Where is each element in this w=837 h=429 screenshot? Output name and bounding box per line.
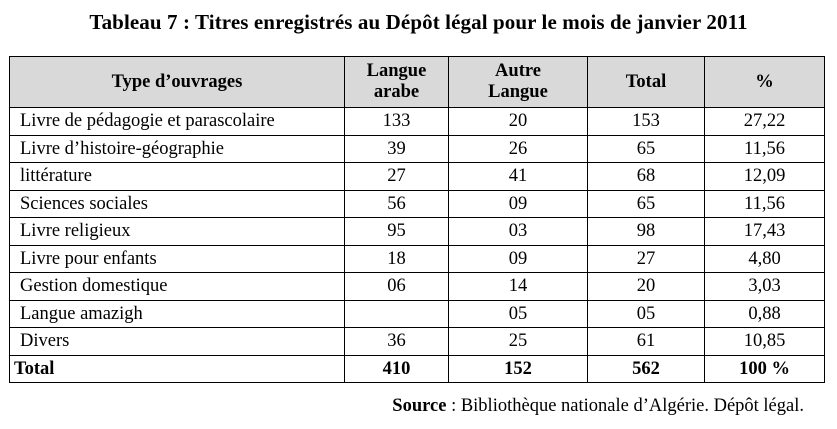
cell-type: Livre d’histoire-géographie: [9, 134, 345, 163]
header-langue-arabe-line1: Langue: [366, 61, 427, 81]
cell-percent: 11,56: [704, 134, 825, 163]
header-autre-langue-line1: Autre: [495, 61, 541, 81]
header-autre-langue-line2: Langue: [488, 82, 548, 102]
table-title: Tableau 7 : Titres enregistrés au Dépôt …: [89, 10, 748, 34]
header-langue-arabe: Langue arabe: [344, 56, 449, 108]
cell-percent: 11,56: [704, 189, 825, 218]
cell-type: Langue amazigh: [9, 299, 345, 328]
header-autre-langue: Autre Langue: [448, 56, 588, 108]
table-row: Langue amazigh 05 05 0,88: [9, 299, 825, 328]
cell-langue-arabe: 56: [344, 189, 449, 218]
cell-total: 61: [587, 327, 705, 356]
total-langue-arabe: 410: [344, 354, 449, 383]
cell-langue-arabe: 95: [344, 217, 449, 246]
cell-autre-langue: 25: [448, 327, 588, 356]
table-row: Sciences sociales 56 09 65 11,56: [9, 189, 825, 218]
cell-autre-langue: 26: [448, 134, 588, 163]
table-row: Livre de pédagogie et parascolaire 133 2…: [9, 107, 825, 136]
cell-langue-arabe: [344, 299, 449, 328]
source-label: Source: [392, 396, 447, 416]
cell-total: 05: [587, 299, 705, 328]
cell-langue-arabe: 06: [344, 272, 449, 301]
cell-percent: 12,09: [704, 162, 825, 191]
cell-autre-langue: 03: [448, 217, 588, 246]
header-type: Type d’ouvrages: [9, 56, 345, 108]
table-row: littérature 27 41 68 12,09: [9, 162, 825, 191]
cell-total: 153: [587, 107, 705, 136]
cell-percent: 4,80: [704, 244, 825, 273]
cell-percent: 0,88: [704, 299, 825, 328]
total-total: 562: [587, 354, 705, 383]
header-percent: %: [704, 56, 825, 108]
table-row: Livre pour enfants 18 09 27 4,80: [9, 244, 825, 273]
cell-type: Livre pour enfants: [9, 244, 345, 273]
cell-type: Livre religieux: [9, 217, 345, 246]
cell-total: 68: [587, 162, 705, 191]
table-row: Divers 36 25 61 10,85: [9, 327, 825, 356]
cell-type: Livre de pédagogie et parascolaire: [9, 107, 345, 136]
cell-type: Sciences sociales: [9, 189, 345, 218]
table-total-row: Total 410 152 562 100 %: [9, 354, 825, 383]
table-row: Livre d’histoire-géographie 39 26 65 11,…: [9, 134, 825, 163]
cell-total: 65: [587, 189, 705, 218]
cell-percent: 27,22: [704, 107, 825, 136]
cell-langue-arabe: 27: [344, 162, 449, 191]
cell-langue-arabe: 39: [344, 134, 449, 163]
table-header-row: Type d’ouvrages Langue arabe Autre Langu…: [9, 56, 825, 108]
registered-titles-table: Type d’ouvrages Langue arabe Autre Langu…: [9, 56, 825, 383]
cell-percent: 17,43: [704, 217, 825, 246]
cell-autre-langue: 09: [448, 189, 588, 218]
cell-type: Gestion domestique: [9, 272, 345, 301]
cell-langue-arabe: 133: [344, 107, 449, 136]
source-note: Source : Bibliothèque nationale d’Algéri…: [392, 396, 804, 417]
cell-type: Divers: [9, 327, 345, 356]
cell-total: 98: [587, 217, 705, 246]
cell-total: 20: [587, 272, 705, 301]
cell-autre-langue: 41: [448, 162, 588, 191]
cell-percent: 10,85: [704, 327, 825, 356]
table-row: Gestion domestique 06 14 20 3,03: [9, 272, 825, 301]
cell-langue-arabe: 18: [344, 244, 449, 273]
cell-langue-arabe: 36: [344, 327, 449, 356]
header-langue-arabe-line2: arabe: [373, 82, 420, 102]
total-percent: 100 %: [704, 354, 825, 383]
cell-autre-langue: 05: [448, 299, 588, 328]
cell-total: 65: [587, 134, 705, 163]
cell-autre-langue: 14: [448, 272, 588, 301]
cell-percent: 3,03: [704, 272, 825, 301]
cell-autre-langue: 09: [448, 244, 588, 273]
total-label: Total: [9, 354, 345, 383]
source-text: : Bibliothèque nationale d’Algérie. Dépô…: [446, 396, 804, 416]
table-row: Livre religieux 95 03 98 17,43: [9, 217, 825, 246]
cell-autre-langue: 20: [448, 107, 588, 136]
total-autre-langue: 152: [448, 354, 588, 383]
cell-total: 27: [587, 244, 705, 273]
cell-type: littérature: [9, 162, 345, 191]
header-total: Total: [587, 56, 705, 108]
